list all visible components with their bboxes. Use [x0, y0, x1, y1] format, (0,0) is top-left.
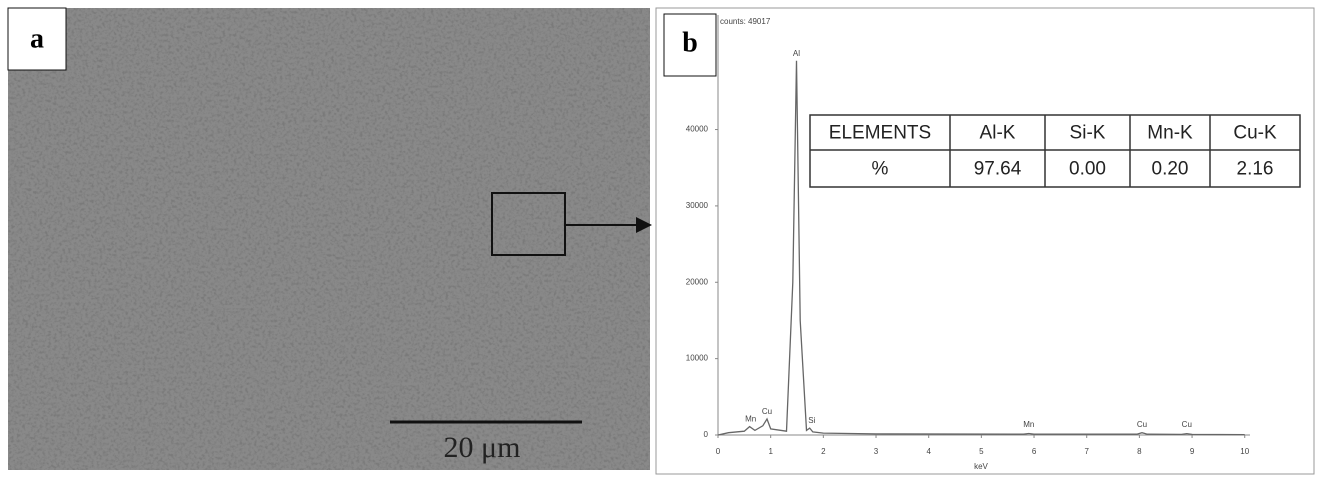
x-tick-label: 3: [874, 447, 879, 456]
table: ELEMENTS Al-K Si-K Mn-K Cu-K% 97.64 0.00 0.20 2.…: [809, 114, 1301, 188]
chart-title: counts: 49017: [720, 17, 771, 26]
peak-label: Si: [808, 416, 815, 425]
y-tick-label: 10000: [686, 354, 709, 363]
spectrum-line: [717, 60, 1245, 436]
panel-label-box: [663, 13, 717, 77]
table-cell: 0.20: [1152, 159, 1189, 180]
table-border: [809, 114, 1301, 188]
spectrum-panel: [655, 7, 1315, 475]
table-cell: 97.64: [974, 159, 1022, 180]
y-tick-label: 20000: [686, 277, 709, 286]
y-tick-label: 0: [704, 430, 709, 439]
peak-label: Al: [793, 49, 800, 58]
peak-label: Cu: [1182, 420, 1192, 429]
panel-label: a: [30, 23, 44, 54]
x-tick-label: 10: [1240, 447, 1249, 456]
x-tick-label: 5: [979, 447, 984, 456]
x-tick-label: 7: [1084, 447, 1089, 456]
table-cell: Mn-K: [1147, 123, 1193, 144]
x-tick-label: 2: [821, 447, 826, 456]
table-cell: ELEMENTS: [829, 123, 931, 144]
sem-image: [8, 8, 650, 470]
panel-label: b: [682, 27, 698, 58]
y-tick-label: 30000: [686, 201, 709, 210]
peak-label: Cu: [1137, 420, 1147, 429]
scale-bar-label: 20 μm: [444, 431, 521, 464]
x-tick-label: 6: [1032, 447, 1037, 456]
panel-label-box: [7, 7, 67, 71]
peak-label: Mn: [745, 415, 756, 424]
table-cell: Al-K: [980, 123, 1016, 144]
peak-label: Mn: [1023, 420, 1034, 429]
table-cell: %: [872, 159, 889, 180]
x-tick-label: 0: [716, 447, 721, 456]
x-tick-label: 4: [926, 447, 931, 456]
table-cell: 2.16: [1237, 159, 1274, 180]
x-axis-label: keV: [974, 462, 988, 471]
peak-label: Cu: [762, 407, 772, 416]
x-tick-label: 9: [1190, 447, 1195, 456]
x-tick-label: 1: [768, 447, 773, 456]
table-cell: 0.00: [1069, 159, 1106, 180]
table-cell: Si-K: [1070, 123, 1106, 144]
table-cell: Cu-K: [1233, 123, 1277, 144]
x-tick-label: 8: [1137, 447, 1142, 456]
y-tick-label: 40000: [686, 125, 709, 134]
